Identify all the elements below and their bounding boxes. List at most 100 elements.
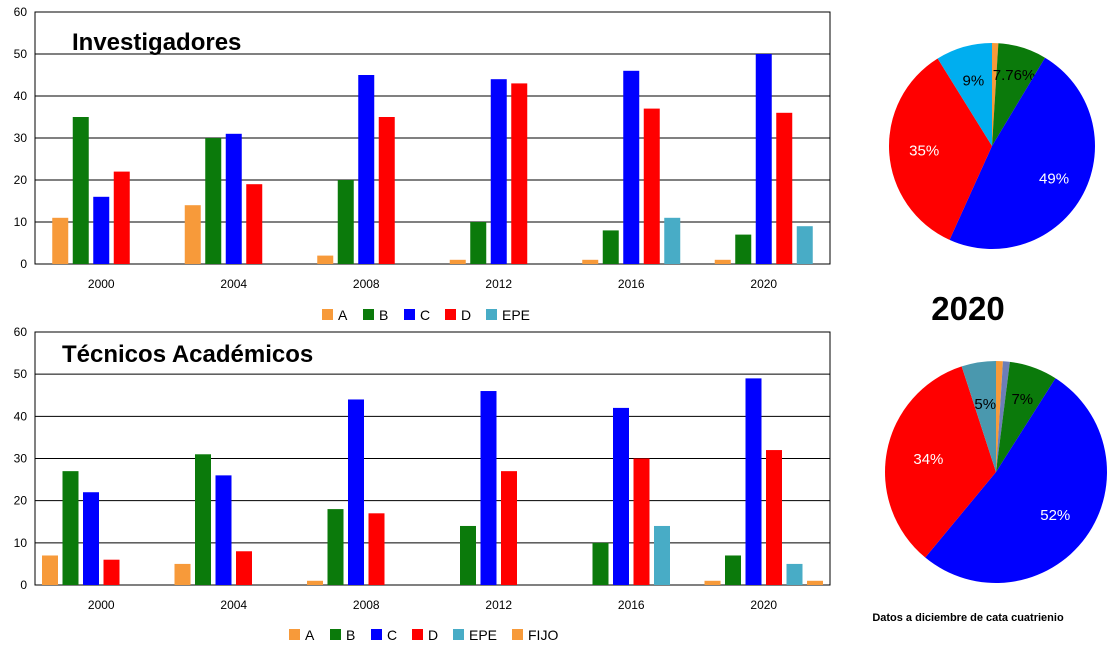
pie-chart-2: 7% 52% 34% 5% (884, 361, 1107, 583)
pie-slice-epe (961, 361, 996, 472)
y-tick-label: 0 (20, 578, 27, 592)
bar-d-2004 (236, 551, 252, 585)
bar-a-2004 (174, 563, 191, 585)
bar-chart-2: 0 10 20 30 40 50 60 Técnicos Académicos 2000 2004… (14, 325, 831, 643)
bar-b-2000 (62, 471, 79, 585)
bar-b-2020 (725, 555, 741, 585)
pie-label-b: 7% (1011, 391, 1033, 408)
bar-epe-2016 (664, 217, 681, 264)
bar-d-2000 (103, 559, 120, 585)
legend-swatch-b (330, 629, 341, 640)
plot-area (34, 331, 831, 586)
y-tick-label: 50 (14, 367, 28, 381)
pie-label-c: 49% (1039, 171, 1069, 188)
bar-c-2000 (83, 492, 99, 585)
x-tick-label: 2008 (353, 598, 380, 612)
bar-b-2020 (735, 234, 752, 264)
bar-d-2000 (113, 171, 130, 264)
legend-swatch-d (412, 629, 423, 640)
bar-d-2008 (378, 117, 395, 264)
x-tick-label: 2000 (88, 277, 115, 291)
bar-d-2020 (766, 450, 782, 585)
legend-label-b: B (379, 307, 388, 323)
legend-label-epe: EPE (502, 307, 530, 323)
bar-c-2004 (225, 133, 242, 264)
pie-label-epe: 5% (974, 396, 996, 413)
pie-slice-fijo (996, 361, 1010, 472)
pie-chart-1: 7.76% 49% 35% 9% (889, 43, 1096, 250)
bar-c-2020 (755, 54, 772, 264)
legend-label-c: C (387, 627, 397, 643)
x-tick-label: 2012 (485, 598, 512, 612)
x-tick-label: 2004 (220, 598, 247, 612)
y-tick-label: 60 (14, 5, 28, 19)
bar-epe-2020 (786, 563, 803, 585)
legend-swatch-a (289, 629, 300, 640)
legend-label-fijo: FIJO (528, 627, 558, 643)
y-tick-label: 40 (14, 409, 28, 423)
pie-slice-d (889, 58, 992, 240)
bar-b-2008 (337, 180, 354, 264)
bar-b-2016 (602, 230, 619, 264)
bar-a-2008 (317, 255, 334, 264)
pie-slice-c (925, 378, 1107, 583)
bar-c-2016 (623, 70, 640, 264)
bar-c-2000 (93, 196, 110, 264)
pie-label-c: 52% (1040, 507, 1070, 524)
legend-swatch-epe (486, 309, 497, 320)
pie-slice-a (996, 361, 1003, 472)
bar-d-2012 (501, 471, 517, 585)
bar-c-2008 (348, 399, 364, 585)
legend-swatch-c (404, 309, 415, 320)
bar-c-2012 (480, 391, 497, 585)
chart-title: Técnicos Académicos (62, 341, 313, 368)
bar-a-2012 (449, 259, 466, 264)
y-tick-label: 60 (14, 325, 28, 339)
pie-slice-epe (937, 43, 992, 146)
bar-b-2016 (592, 542, 609, 585)
bar-d-2016 (633, 458, 650, 585)
y-tick-label: 10 (14, 536, 28, 550)
bar-a-2016 (582, 259, 599, 264)
bar-b-2012 (460, 525, 476, 585)
y-tick-label: 20 (14, 173, 28, 187)
legend-label-a: A (305, 627, 315, 643)
y-tick-label: 10 (14, 215, 28, 229)
bar-c-2016 (613, 407, 629, 585)
x-tick-label: 2004 (220, 277, 247, 291)
bar-d-2020 (776, 112, 793, 264)
x-tick-label: 2000 (88, 598, 115, 612)
pie-label-b: 7.76% (993, 67, 1036, 84)
x-tick-label: 2012 (485, 277, 512, 291)
bar-a-2000 (42, 555, 58, 585)
pie-slice-a (992, 43, 999, 146)
bar-a-2020 (704, 580, 721, 585)
legend-label-c: C (420, 307, 430, 323)
pie-year-label: 2020 (931, 290, 1004, 327)
legend-swatch-d (445, 309, 456, 320)
legend-swatch-epe (453, 629, 464, 640)
y-tick-label: 30 (14, 452, 28, 466)
bar-epe-2020 (796, 226, 813, 264)
bar-chart-1: 0 10 20 30 40 50 60 Investigadores 2000 2004 2008 2… (14, 5, 831, 323)
y-tick-label: 50 (14, 47, 28, 61)
pie-label-epe: 9% (963, 73, 985, 90)
legend-swatch-fijo (512, 629, 523, 640)
bar-a-2020 (714, 259, 731, 264)
bar-b-2012 (470, 222, 487, 264)
bar-a-2000 (52, 217, 69, 264)
y-tick-label: 40 (14, 89, 28, 103)
legend-label-d: D (461, 307, 471, 323)
bar-c-2020 (745, 378, 762, 585)
y-tick-label: 0 (20, 257, 27, 271)
legend-label-b: B (346, 627, 355, 643)
bar-d-2016 (643, 108, 660, 264)
bar-epe-2016 (654, 525, 670, 585)
pie-slice-d (884, 366, 996, 558)
plot-area (34, 11, 831, 265)
bar-d-2004 (246, 184, 263, 264)
y-tick-label: 20 (14, 494, 28, 508)
x-tick-label: 2020 (750, 277, 777, 291)
bar-d-2012 (511, 83, 528, 265)
